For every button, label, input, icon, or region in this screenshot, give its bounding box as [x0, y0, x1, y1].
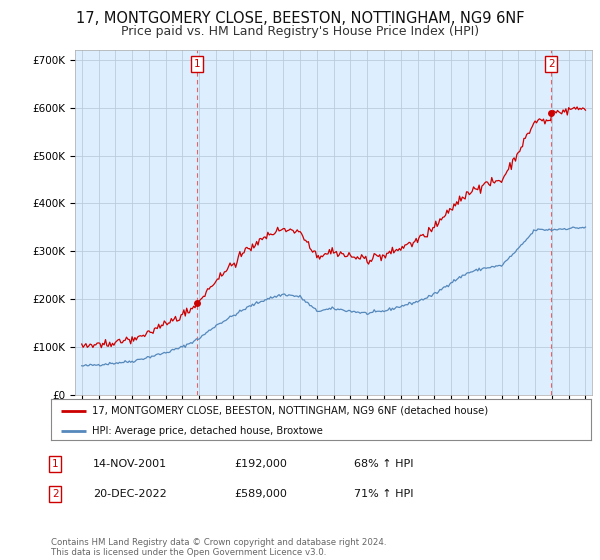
Text: £192,000: £192,000 — [234, 459, 287, 469]
Text: 2: 2 — [548, 59, 554, 69]
Text: 1: 1 — [194, 59, 200, 69]
Text: 20-DEC-2022: 20-DEC-2022 — [93, 489, 167, 499]
Text: 1: 1 — [52, 459, 59, 469]
Text: 71% ↑ HPI: 71% ↑ HPI — [354, 489, 413, 499]
Text: 17, MONTGOMERY CLOSE, BEESTON, NOTTINGHAM, NG9 6NF (detached house): 17, MONTGOMERY CLOSE, BEESTON, NOTTINGHA… — [91, 405, 488, 416]
Text: HPI: Average price, detached house, Broxtowe: HPI: Average price, detached house, Brox… — [91, 426, 322, 436]
Text: Price paid vs. HM Land Registry's House Price Index (HPI): Price paid vs. HM Land Registry's House … — [121, 25, 479, 38]
Text: 2: 2 — [52, 489, 59, 499]
Text: 68% ↑ HPI: 68% ↑ HPI — [354, 459, 413, 469]
Text: Contains HM Land Registry data © Crown copyright and database right 2024.
This d: Contains HM Land Registry data © Crown c… — [51, 538, 386, 557]
Text: 14-NOV-2001: 14-NOV-2001 — [93, 459, 167, 469]
Text: £589,000: £589,000 — [234, 489, 287, 499]
Text: 17, MONTGOMERY CLOSE, BEESTON, NOTTINGHAM, NG9 6NF: 17, MONTGOMERY CLOSE, BEESTON, NOTTINGHA… — [76, 11, 524, 26]
